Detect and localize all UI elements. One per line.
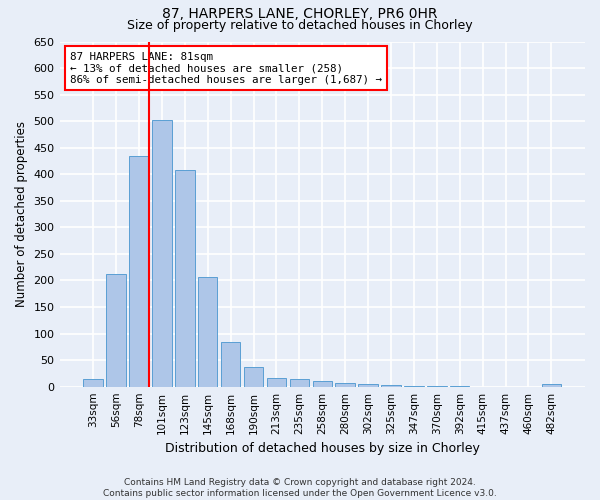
Bar	[267, 378, 286, 386]
Bar	[175, 170, 194, 386]
Bar	[290, 378, 309, 386]
Bar	[542, 384, 561, 386]
Bar	[83, 378, 103, 386]
Y-axis label: Number of detached properties: Number of detached properties	[15, 121, 28, 307]
Text: Size of property relative to detached houses in Chorley: Size of property relative to detached ho…	[127, 18, 473, 32]
Bar	[335, 383, 355, 386]
Bar	[129, 156, 149, 386]
Text: Contains HM Land Registry data © Crown copyright and database right 2024.
Contai: Contains HM Land Registry data © Crown c…	[103, 478, 497, 498]
Bar	[313, 381, 332, 386]
Bar	[221, 342, 241, 386]
Bar	[198, 277, 217, 386]
X-axis label: Distribution of detached houses by size in Chorley: Distribution of detached houses by size …	[165, 442, 480, 455]
Text: 87 HARPERS LANE: 81sqm
← 13% of detached houses are smaller (258)
86% of semi-de: 87 HARPERS LANE: 81sqm ← 13% of detached…	[70, 52, 382, 85]
Bar	[244, 366, 263, 386]
Bar	[381, 385, 401, 386]
Bar	[358, 384, 378, 386]
Bar	[106, 274, 126, 386]
Bar	[152, 120, 172, 386]
Text: 87, HARPERS LANE, CHORLEY, PR6 0HR: 87, HARPERS LANE, CHORLEY, PR6 0HR	[162, 8, 438, 22]
